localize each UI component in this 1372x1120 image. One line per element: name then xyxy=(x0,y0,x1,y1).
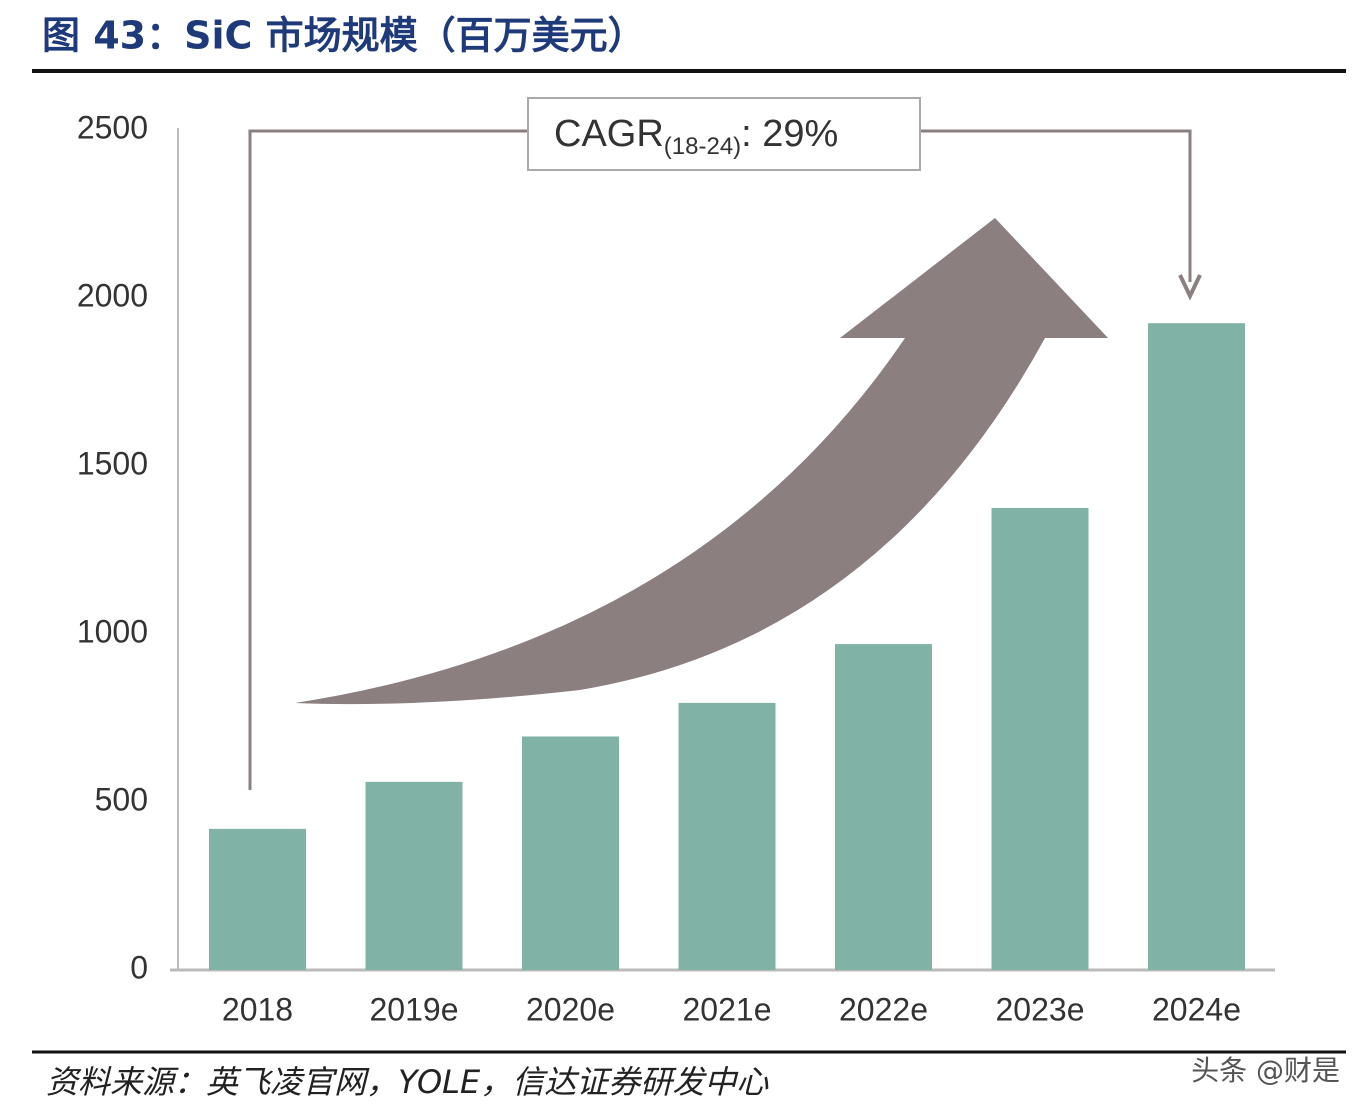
bar xyxy=(678,702,776,970)
bar xyxy=(1148,323,1245,970)
x-tick-label: 2018 xyxy=(222,991,293,1027)
bar xyxy=(835,644,932,970)
watermark: 头条 @财是 xyxy=(1191,1054,1340,1087)
source: 资料来源：英飞凌官网，YOLE，信达证券研发中心 xyxy=(46,1063,769,1101)
y-tick-label: 0 xyxy=(130,949,148,985)
x-tick-label: 2024e xyxy=(1152,991,1241,1027)
annotation-rest: : 29% xyxy=(741,113,838,155)
x-tick-label: 2023e xyxy=(996,991,1085,1027)
y-tick-label: 1000 xyxy=(77,613,148,649)
connector-head xyxy=(1178,274,1202,301)
x-tick-label: 2019e xyxy=(370,991,459,1027)
x-tick-label: 2022e xyxy=(839,991,928,1027)
bar xyxy=(522,736,619,970)
x-tick-label: 2021e xyxy=(683,991,772,1027)
connector xyxy=(920,129,1192,282)
x-tick-label: 2020e xyxy=(526,991,615,1027)
growth-arrow xyxy=(295,218,1108,705)
annotation: CAGR(18-24): 29% xyxy=(554,113,838,160)
y-tick-label: 1500 xyxy=(77,445,148,481)
y-tick-label: 2000 xyxy=(77,277,148,313)
bar xyxy=(991,508,1089,970)
chart-title: 图 43：SiC 市场规模（百万美元） xyxy=(42,14,646,58)
y-tick-label: 500 xyxy=(95,781,148,817)
annotation-text: CAGR xyxy=(554,113,664,155)
bar xyxy=(365,781,463,970)
annotation-subscript: (18-24) xyxy=(664,133,741,160)
y-tick-label: 2500 xyxy=(77,109,148,145)
annotation-box xyxy=(527,97,921,171)
bar xyxy=(209,828,306,970)
connector xyxy=(248,129,528,790)
